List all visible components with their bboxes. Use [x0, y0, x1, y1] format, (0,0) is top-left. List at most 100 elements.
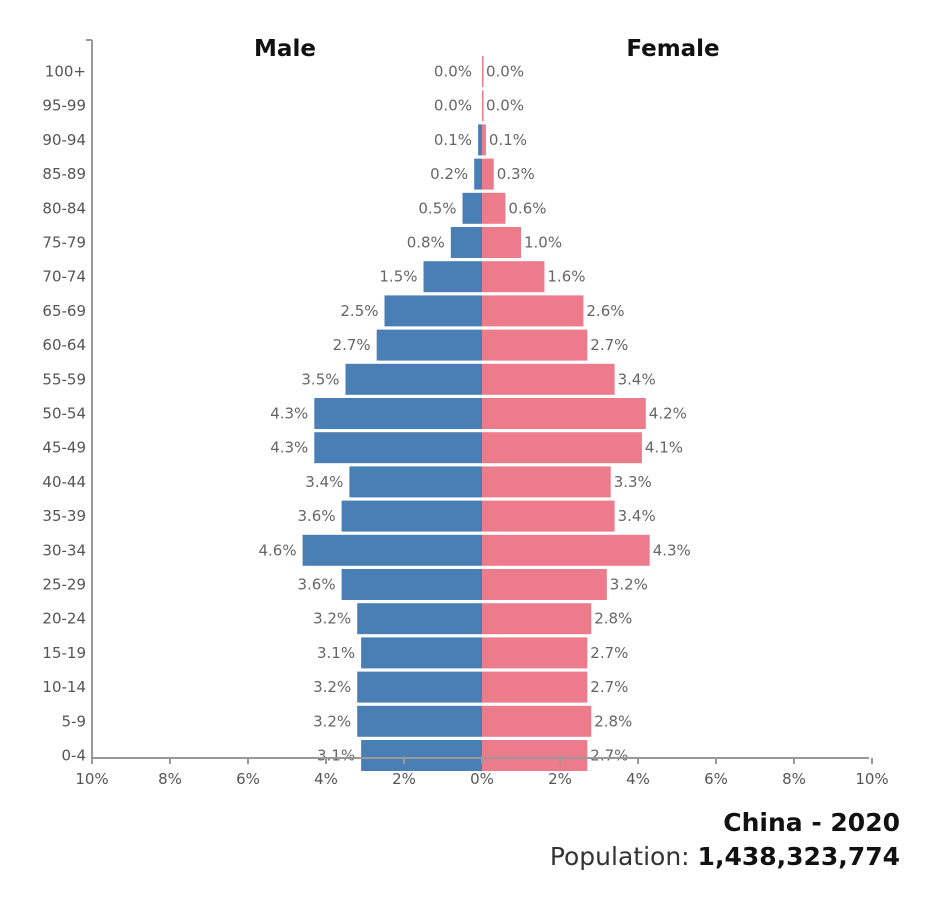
female-bar: [482, 466, 611, 498]
female-bar: [482, 398, 646, 429]
female-value-label: 2.8%: [594, 712, 632, 730]
female-value-label: 2.6%: [586, 302, 624, 320]
male-value-label: 2.5%: [340, 302, 378, 320]
female-bar: [482, 500, 615, 532]
age-label: 95-99: [42, 97, 86, 115]
male-value-label: 0.1%: [434, 131, 472, 149]
male-bar: [474, 158, 482, 190]
female-value-label: 2.8%: [594, 610, 632, 628]
male-value-label: 0.0%: [434, 63, 472, 81]
age-label: 25-29: [42, 576, 86, 594]
age-label: 45-49: [42, 439, 86, 457]
female-value-label: 3.3%: [614, 473, 652, 491]
male-bar: [314, 432, 482, 464]
female-bar: [482, 329, 588, 361]
age-label: 40-44: [42, 473, 86, 491]
age-label: 85-89: [42, 165, 86, 183]
male-bar: [314, 398, 482, 429]
male-bars: [302, 124, 482, 771]
male-bar: [361, 637, 482, 669]
male-bar: [302, 534, 482, 566]
female-bars: [482, 56, 650, 771]
x-tick-label: 10%: [855, 770, 888, 788]
female-bar: [482, 671, 588, 703]
male-series-label: Male: [254, 36, 316, 62]
female-bar: [482, 534, 650, 566]
x-tick-label: 10%: [75, 770, 108, 788]
population-value: 1,438,323,774: [697, 842, 900, 871]
male-bar: [450, 227, 482, 258]
age-label: 80-84: [42, 199, 86, 217]
female-bar: [482, 261, 545, 293]
x-tick-label: 2%: [392, 770, 416, 788]
age-label: 5-9: [62, 712, 87, 730]
female-value-label: 2.7%: [590, 336, 628, 354]
female-bar: [482, 158, 494, 190]
female-value-label: 2.7%: [590, 678, 628, 696]
age-label: 20-24: [42, 610, 86, 628]
male-bar: [478, 124, 482, 156]
female-bar: [482, 569, 607, 600]
female-value-label: 0.1%: [489, 131, 527, 149]
population-caption: Population: 1,438,323,774: [550, 842, 900, 871]
female-value-label: 0.0%: [486, 97, 524, 115]
male-bar: [341, 569, 482, 600]
female-bar: [482, 363, 615, 395]
male-bar: [357, 705, 482, 737]
age-label: 60-64: [42, 336, 86, 354]
female-value-label: 2.7%: [590, 747, 628, 765]
female-bar: [482, 227, 521, 258]
age-label: 30-34: [42, 541, 86, 559]
male-value-label: 0.2%: [430, 165, 468, 183]
x-tick-label: 4%: [626, 770, 650, 788]
female-value-label: 0.6%: [508, 199, 546, 217]
chart-caption-title: China - 2020: [723, 808, 900, 837]
male-value-label: 3.2%: [313, 712, 351, 730]
x-tick-label: 8%: [782, 770, 806, 788]
age-label: 50-54: [42, 405, 86, 423]
male-value-label: 3.4%: [305, 473, 343, 491]
male-bar: [349, 466, 482, 498]
male-bar: [361, 740, 482, 771]
x-tick-label: 2%: [548, 770, 572, 788]
female-bar: [482, 90, 484, 122]
female-value-label: 3.4%: [618, 507, 656, 525]
male-bar: [384, 295, 482, 327]
female-bar: [482, 56, 484, 87]
female-value-label: 1.6%: [547, 268, 585, 286]
x-tick-label: 6%: [704, 770, 728, 788]
male-value-label: 3.2%: [313, 678, 351, 696]
x-tick-label: 4%: [314, 770, 338, 788]
female-series-label: Female: [626, 36, 719, 62]
male-value-label: 1.5%: [379, 268, 417, 286]
female-value-label: 2.7%: [590, 644, 628, 662]
female-bar: [482, 124, 486, 156]
age-group-labels: 100+ 95-99 90-94 85-89 80-84 75-79 70-74 65-69 6…: [42, 63, 86, 765]
population-label: Population:: [549, 842, 690, 871]
value-labels: 0.0% 0.0% 0.0% 0.0% 0.1% 0.1% 0.2% 0.3% 0.5% 0.6%…: [258, 63, 690, 765]
male-value-label: 0.0%: [434, 97, 472, 115]
female-value-label: 0.3%: [497, 165, 535, 183]
male-value-label: 4.3%: [270, 439, 308, 457]
female-bar: [482, 637, 588, 669]
female-bar: [482, 603, 592, 635]
age-label: 55-59: [42, 370, 86, 388]
female-bar: [482, 192, 506, 224]
male-value-label: 3.6%: [297, 576, 335, 594]
age-label: 65-69: [42, 302, 86, 320]
male-bar: [357, 671, 482, 703]
male-bar: [357, 603, 482, 635]
x-axis-ticks: 10% 8% 6% 4% 2% 0% 2% 4% 6% 8% 10%: [75, 39, 889, 788]
male-bar: [376, 329, 482, 361]
male-value-label: 3.2%: [313, 610, 351, 628]
age-label: 90-94: [42, 131, 86, 149]
age-label: 75-79: [42, 234, 86, 252]
age-label: 70-74: [42, 268, 86, 286]
female-value-label: 3.2%: [610, 576, 648, 594]
age-label: 15-19: [42, 644, 86, 662]
age-label: 100+: [45, 63, 86, 81]
male-value-label: 2.7%: [333, 336, 371, 354]
female-value-label: 0.0%: [486, 63, 524, 81]
female-value-label: 4.1%: [645, 439, 683, 457]
male-value-label: 0.5%: [418, 199, 456, 217]
